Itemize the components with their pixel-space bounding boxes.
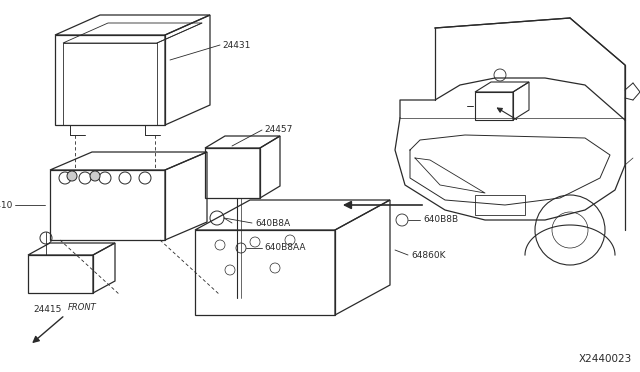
Text: 640B8AA: 640B8AA: [264, 244, 305, 253]
Text: 24457: 24457: [264, 125, 292, 135]
Text: 640B8B: 640B8B: [423, 215, 458, 224]
Bar: [475, 195, 525, 215]
Text: 64860K: 64860K: [411, 250, 445, 260]
Text: 24415: 24415: [33, 305, 61, 314]
Text: 640B8A: 640B8A: [255, 218, 290, 228]
Text: 24410: 24410: [0, 201, 13, 209]
Circle shape: [67, 171, 77, 181]
Circle shape: [90, 171, 100, 181]
Text: FRONT: FRONT: [68, 303, 97, 312]
Text: X2440023: X2440023: [579, 354, 632, 364]
Text: 24431: 24431: [222, 41, 250, 49]
